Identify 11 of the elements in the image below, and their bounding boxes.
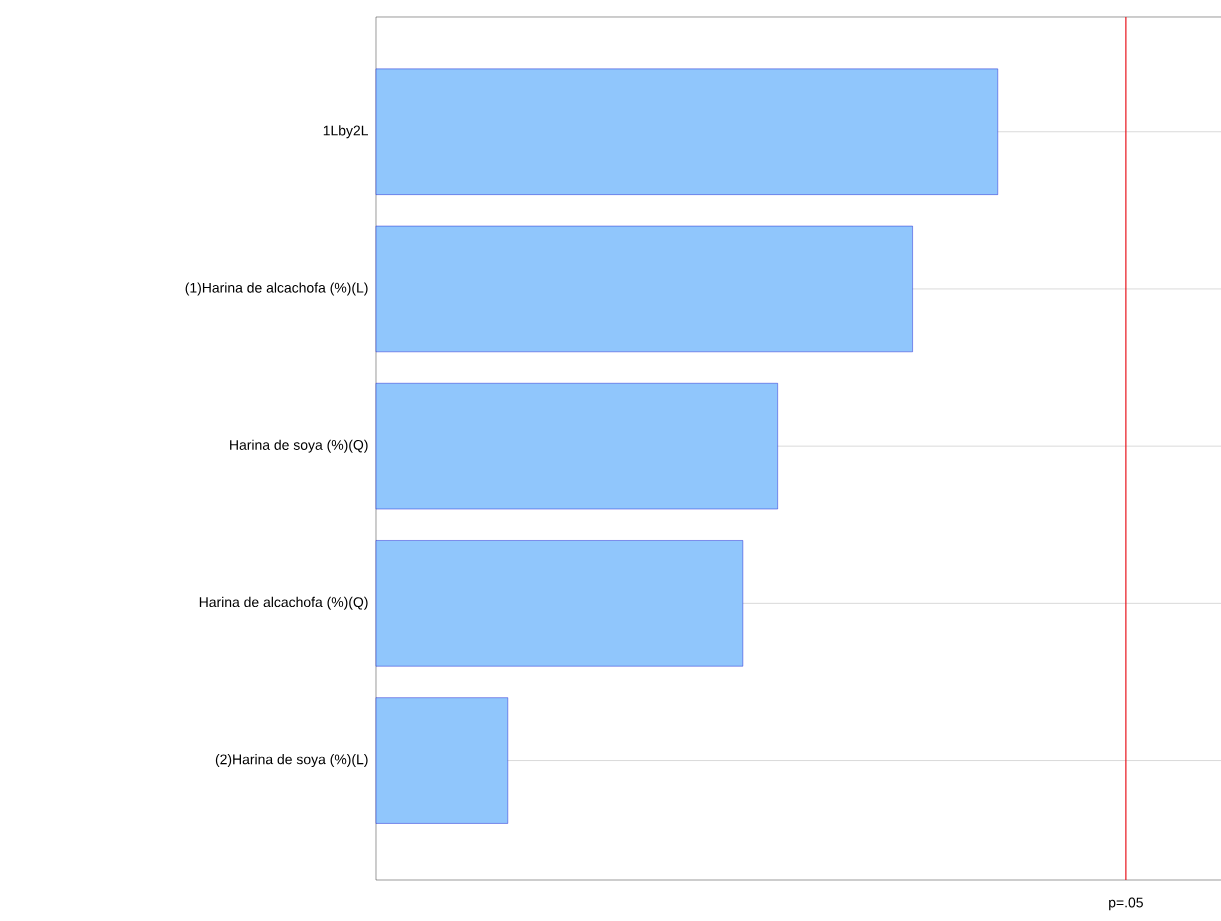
bar — [375, 68, 998, 195]
y-tick-label: (2)Harina de soya (%)(L) — [215, 754, 368, 768]
y-tick-label: 1Lby2L — [323, 125, 369, 139]
bar — [375, 697, 509, 824]
y-tick-label: (1)Harina de alcachofa (%)(L) — [185, 282, 368, 296]
y-tick-label: Harina de alcachofa (%)(Q) — [199, 596, 368, 610]
bar — [375, 540, 744, 667]
y-tick-label: Harina de soya (%)(Q) — [230, 439, 368, 453]
ref-line-label: p=.05 — [1109, 897, 1143, 911]
bar — [375, 225, 913, 353]
bar — [375, 383, 778, 510]
